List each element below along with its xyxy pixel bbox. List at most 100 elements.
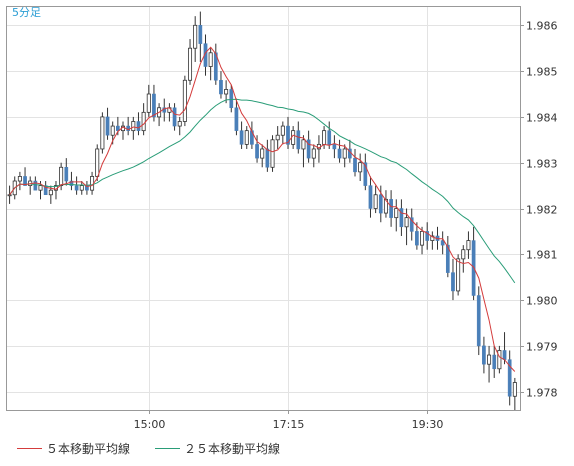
candle-body-up <box>420 230 425 246</box>
candle <box>59 162 64 191</box>
candle-body-up <box>48 189 53 196</box>
candle-body-up <box>456 258 461 292</box>
candle-body-down <box>415 231 419 246</box>
candle <box>146 84 151 117</box>
candle-body-down <box>445 244 450 273</box>
candle <box>105 107 110 140</box>
candle-body-down <box>255 144 259 159</box>
y-axis-labels: 1.986 1.985 1.984 1.983 1.982 1.981 1.980 1.979… <box>526 20 558 400</box>
candle <box>64 158 69 186</box>
x-axis-labels: 15:00 17:15 19:30 <box>134 418 444 431</box>
candle <box>399 199 404 236</box>
candle <box>193 16 198 62</box>
candle <box>265 139 270 172</box>
candle-body-up <box>141 111 146 132</box>
candle-body-down <box>239 130 244 145</box>
candle-body-up <box>394 208 399 219</box>
candle-body-down <box>69 180 74 186</box>
candle <box>311 144 316 168</box>
candle <box>219 71 223 99</box>
candle-body-down <box>451 272 455 292</box>
candle-body-up <box>110 125 115 136</box>
candle-body-up <box>59 166 64 187</box>
candle-body-down <box>136 121 141 131</box>
candle <box>275 126 280 149</box>
candle <box>342 144 347 168</box>
candle <box>224 80 229 104</box>
y-tick-label: 1.978 <box>526 387 558 400</box>
candle-body-down <box>213 52 218 81</box>
candle-body-up <box>7 194 12 197</box>
candle-body-down <box>476 295 481 347</box>
candle <box>358 153 363 182</box>
candle <box>492 345 497 378</box>
candle-body-up <box>177 121 182 127</box>
plot-frame <box>6 6 521 411</box>
candle-body-up <box>512 382 517 397</box>
candle-body-down <box>74 185 79 191</box>
candle-body-up <box>244 130 249 145</box>
candle-body-down <box>306 139 311 159</box>
legend: ５本移動平均線 ２５本移動平均線 <box>17 441 280 456</box>
candle <box>368 176 373 218</box>
x-gridlines <box>149 7 428 414</box>
candle <box>136 112 141 136</box>
candle-body-up <box>38 185 43 191</box>
candle <box>280 121 285 145</box>
candles <box>7 11 517 410</box>
y-tick-label: 1.979 <box>526 341 558 354</box>
candle-body-down <box>399 208 404 228</box>
candle <box>394 199 399 232</box>
candle-body-up <box>182 79 187 122</box>
candle-body-down <box>152 93 156 118</box>
candle <box>301 135 306 168</box>
candle-body-up <box>270 139 275 168</box>
candle <box>260 144 265 168</box>
y-gridlines <box>7 25 524 393</box>
candle-body-down <box>265 148 270 168</box>
candle <box>177 116 182 136</box>
candle-body-down <box>327 130 332 145</box>
candle-body-down <box>425 231 430 241</box>
candle <box>445 235 450 278</box>
candle <box>100 112 105 154</box>
candle-body-down <box>502 350 507 360</box>
candle-body-up <box>188 47 193 81</box>
candle-body-up <box>461 249 466 260</box>
candle-body-down <box>492 354 497 370</box>
candle-body-down <box>368 185 373 209</box>
candle-body-up <box>311 148 316 159</box>
candle-body-up <box>193 24 198 49</box>
candle-body-up <box>373 194 378 209</box>
candle <box>440 231 445 255</box>
y-tick-label: 1.980 <box>526 295 558 308</box>
candle <box>95 144 100 182</box>
candle-body-down <box>337 148 342 159</box>
candle <box>415 222 419 250</box>
timeframe-label: 5分足 <box>12 6 41 19</box>
candle <box>131 116 136 140</box>
candle <box>425 222 430 250</box>
candle-body-up <box>497 350 502 370</box>
candle-body-up <box>466 240 471 251</box>
ma5-line <box>9 46 516 372</box>
legend-item: ２５本移動平均線 <box>155 441 280 456</box>
candle-body-down <box>363 162 368 186</box>
candle <box>337 139 342 163</box>
candle-body-down <box>482 345 486 365</box>
x-tick-label: 15:00 <box>134 418 166 431</box>
candle-body-down <box>507 359 512 397</box>
y-tick-label: 1.985 <box>526 66 558 79</box>
candle <box>420 226 425 255</box>
candle-body-down <box>286 125 290 145</box>
candle-body-down <box>64 167 69 182</box>
candle-body-down <box>409 217 414 232</box>
candle-body-up <box>208 52 213 67</box>
candle <box>430 231 435 250</box>
candle-body-up <box>275 134 280 141</box>
candle <box>378 185 383 223</box>
x-tick-label: 17:15 <box>273 418 305 431</box>
y-tick-label: 1.982 <box>526 204 558 217</box>
